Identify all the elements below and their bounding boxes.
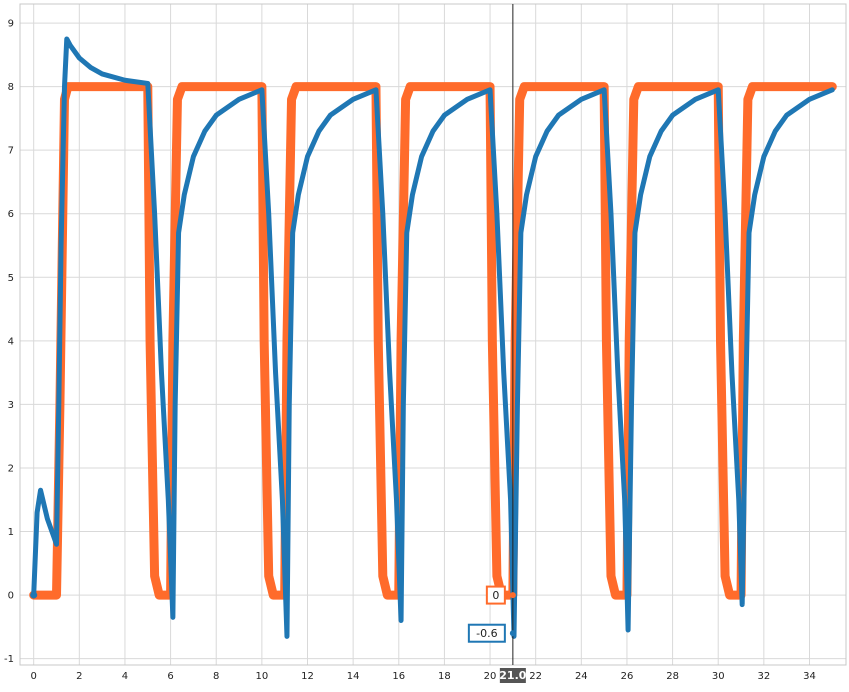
y-tick-label: 5 [8, 273, 14, 284]
x-tick-label: 14 [347, 671, 360, 682]
readout-box-response [467, 623, 506, 643]
x-tick-label: 34 [803, 671, 816, 682]
x-tick-label: 20 [484, 671, 497, 682]
x-tick-label: 18 [438, 671, 451, 682]
y-tick-label: 3 [8, 400, 14, 411]
readout-value-setpoint: 0 [492, 589, 499, 602]
y-tick-label: -1 [4, 654, 14, 665]
y-tick-label: 6 [8, 209, 14, 220]
tick-layer: 0 2 4 6 8 10 12 14 16 18 20 22 24 26 28 30 32 34-10123456… [4, 19, 816, 682]
y-tick-label: 9 [8, 19, 14, 30]
y-tick-label: 4 [8, 336, 14, 347]
x-tick-label: 16 [392, 671, 405, 682]
y-tick-label: 0 [8, 591, 14, 602]
x-tick-label: 22 [529, 671, 542, 682]
cursor-x-label-box [499, 668, 526, 683]
cursor-layer: 21.0 0 -0.6 [467, 4, 527, 683]
x-tick-label: 4 [122, 671, 128, 682]
readout-box-setpoint [485, 585, 506, 605]
x-tick-label: 12 [301, 671, 314, 682]
series-line-1[interactable] [31, 36, 835, 639]
series-start-point-1 [30, 591, 38, 599]
y-tick-label: 1 [8, 527, 14, 538]
x-tick-label: 30 [712, 671, 725, 682]
y-tick-label: 2 [8, 463, 14, 474]
x-tick-label: 32 [757, 671, 770, 682]
x-tick-label: 0 [31, 671, 37, 682]
y-tick-label: 7 [8, 146, 14, 157]
x-tick-label: 24 [575, 671, 588, 682]
readout-marker-response [509, 630, 516, 637]
x-tick-label: 6 [167, 671, 173, 682]
x-tick-label: 10 [256, 671, 269, 682]
x-tick-label: 2 [76, 671, 82, 682]
readout-marker-setpoint [509, 592, 516, 599]
plot-area-border [19, 3, 847, 666]
x-tick-label: 28 [666, 671, 679, 682]
cursor-x-label: 21.0 [499, 669, 526, 682]
series-layer [29, 36, 837, 639]
x-tick-label: 8 [213, 671, 219, 682]
series-line-0[interactable] [29, 82, 837, 600]
readout-value-response: -0.6 [476, 627, 497, 640]
y-tick-label: 8 [8, 82, 14, 93]
x-tick-label: 26 [621, 671, 634, 682]
